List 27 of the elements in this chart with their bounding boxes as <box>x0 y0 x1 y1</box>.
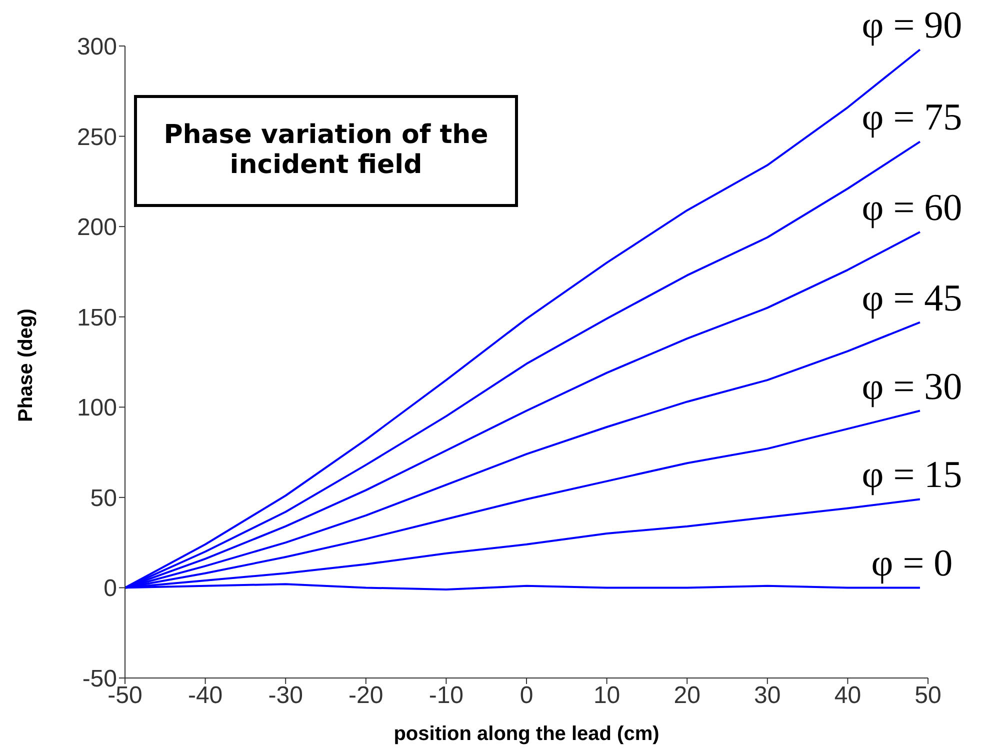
series-label: φ = 60 <box>862 186 962 229</box>
x-tick-label: -30 <box>268 682 303 710</box>
series-label: φ = 30 <box>862 366 962 408</box>
x-tick-label: 0 <box>520 682 534 710</box>
x-tick-label: -20 <box>348 682 384 710</box>
series-label: φ = 15 <box>862 454 962 496</box>
x-tick-label: -10 <box>428 682 464 710</box>
y-tick-label: 300 <box>76 34 117 61</box>
y-tick-label: 200 <box>76 214 117 242</box>
y-tick-label: 50 <box>90 484 117 512</box>
x-tick-label: 10 <box>593 682 620 710</box>
series-label: φ = 75 <box>862 96 962 139</box>
y-tick-label: 100 <box>76 394 117 422</box>
text: Phase variation of the incident field <box>134 95 518 207</box>
x-tick-label: 20 <box>674 682 700 710</box>
x-tick-label: 50 <box>914 682 942 710</box>
series-label: φ = 90 <box>862 4 962 47</box>
x-tick-label: -40 <box>188 682 223 710</box>
series-label: φ = 0 <box>871 542 953 585</box>
series-label: φ = 45 <box>862 277 962 320</box>
y-tick-label: 150 <box>76 304 117 332</box>
x-tick-label: 40 <box>834 682 862 710</box>
x-axis-title: position along the lead (cm) <box>394 723 660 745</box>
y-axis-title: Phase (deg) <box>15 308 38 422</box>
x-tick-label: 30 <box>754 682 781 710</box>
y-tick-label: 250 <box>76 124 117 151</box>
y-tick-label: 0 <box>104 575 117 602</box>
